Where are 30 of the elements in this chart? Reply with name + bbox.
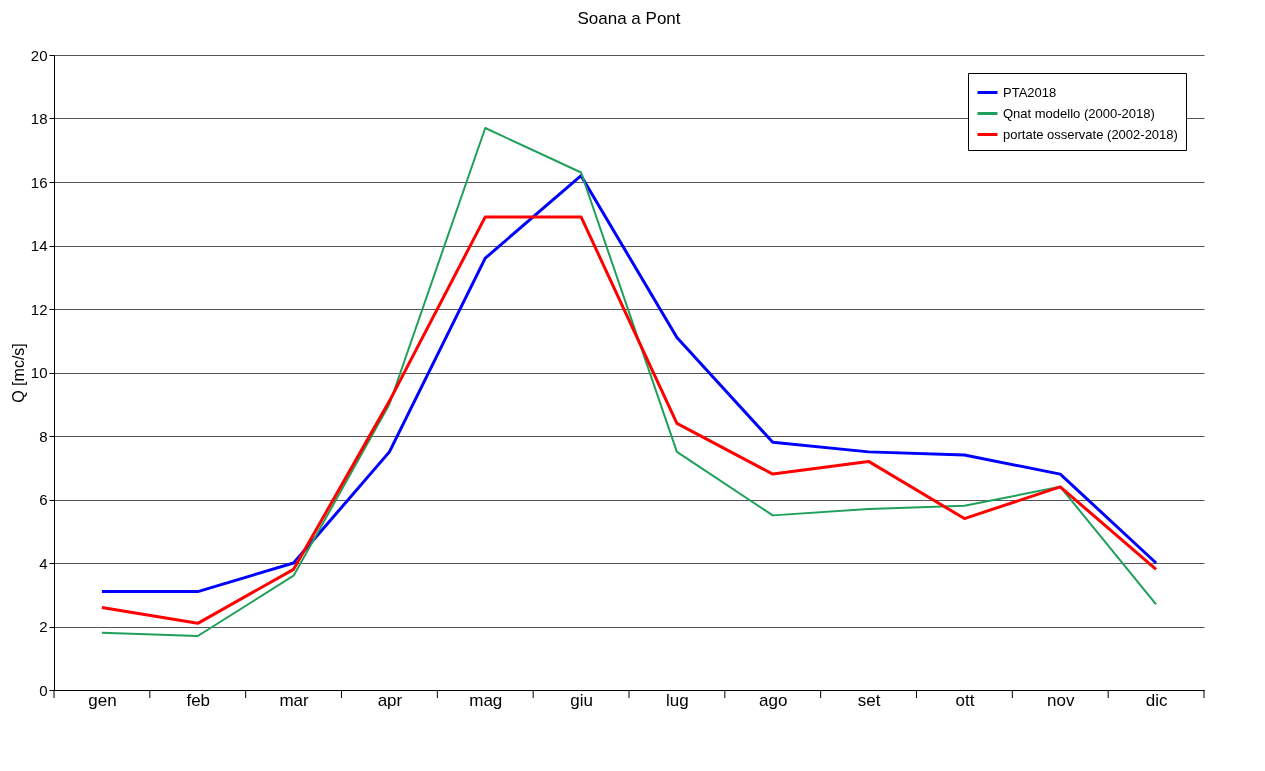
- y-tick-label: 6: [39, 491, 48, 508]
- legend-label: Qnat modello (2000-2018): [1003, 105, 1155, 121]
- x-tick-label: apr: [377, 690, 403, 710]
- x-tick-label: mag: [469, 690, 503, 710]
- x-tick-label: feb: [186, 690, 211, 710]
- legend-label: portate osservate (2002-2018): [1003, 126, 1178, 142]
- x-tick-label: ago: [759, 690, 788, 710]
- y-axis-title: Q [mc/s]: [9, 343, 27, 403]
- y-tick-label: 0: [39, 681, 48, 699]
- line-series: [100, 174, 1158, 594]
- legend-label: PTA2018: [1003, 84, 1057, 100]
- y-tick-label: 12: [30, 300, 48, 318]
- chart-title: Soana a Pont: [577, 9, 681, 28]
- y-tick-label: 8: [39, 427, 48, 445]
- y-tick-label: 2: [39, 618, 48, 635]
- y-tick-label: 20: [30, 46, 48, 64]
- y-tick-label: 10: [30, 364, 48, 381]
- y-tick-label: 16: [30, 173, 48, 191]
- y-tick-label: 14: [30, 237, 48, 254]
- x-tick-label: set: [857, 690, 881, 710]
- x-tick-label: ott: [955, 690, 975, 710]
- y-tick-label: 18: [30, 110, 48, 127]
- line-series: [100, 215, 1158, 625]
- x-tick-label: nov: [1047, 690, 1075, 710]
- y-tick-label: 4: [39, 554, 48, 572]
- x-tick-label: giu: [570, 690, 593, 710]
- x-tick-label: gen: [88, 690, 117, 710]
- x-tick-label: lug: [666, 690, 689, 710]
- x-tick-label: mar: [279, 690, 310, 710]
- x-tick-label: dic: [1145, 690, 1168, 710]
